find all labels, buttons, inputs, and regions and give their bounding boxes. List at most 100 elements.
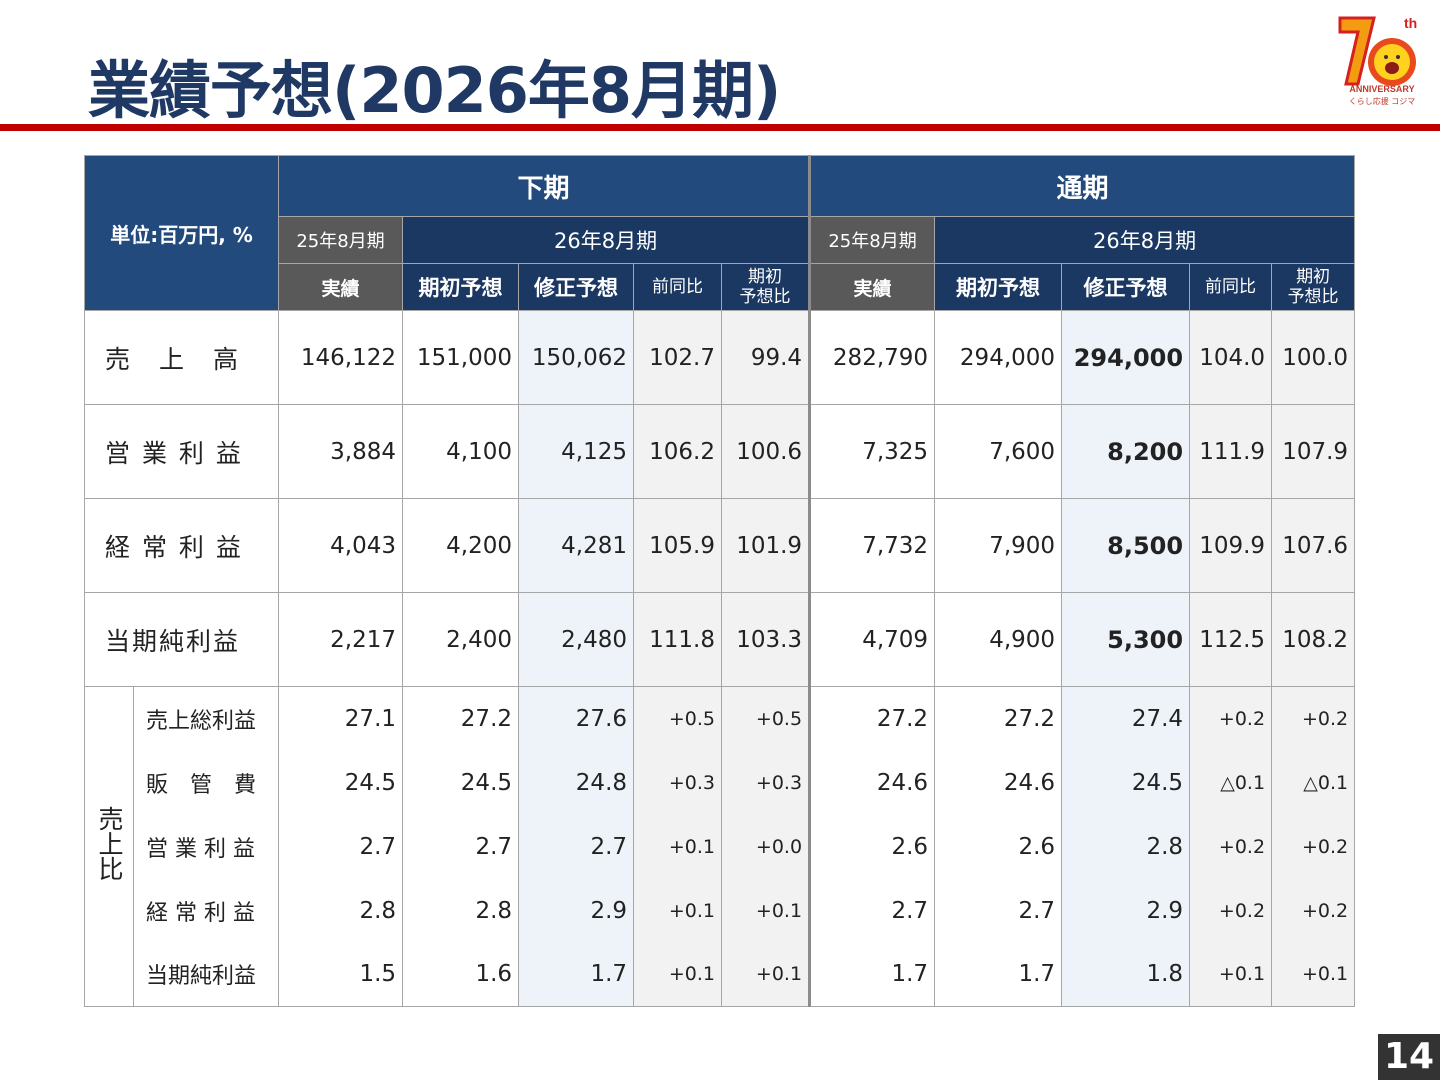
- value-cell: 2.7: [278, 814, 404, 879]
- value-cell: 2,217: [278, 592, 404, 687]
- value-cell: 112.5: [1189, 592, 1273, 687]
- table-row: 営 業 利 益 2.7 2.7 2.7 +0.1 +0.0 2.6 2.6 2.8 +0.2 +0.…: [85, 814, 1356, 879]
- column-header: 期初 予想比: [721, 263, 812, 311]
- value-cell: 5,300: [1061, 592, 1191, 687]
- group-header-h2: 下期: [278, 155, 812, 217]
- value-cell: +0.5: [633, 686, 723, 751]
- value-cell: 2.9: [1061, 878, 1191, 943]
- value-cell: 100.0: [1271, 310, 1356, 405]
- ratio-group-label: 売上比: [95, 806, 124, 881]
- value-cell: 2,480: [518, 592, 635, 687]
- value-cell: 1.7: [809, 942, 936, 1007]
- value-cell: 27.1: [278, 686, 404, 751]
- value-cell: 4,200: [402, 498, 520, 593]
- value-cell: 1.5: [278, 942, 404, 1007]
- prev-year-header: 25年8月期: [278, 216, 404, 264]
- svg-text:th: th: [1404, 15, 1417, 31]
- value-cell: +0.2: [1189, 814, 1273, 879]
- value-cell: +0.2: [1271, 814, 1356, 879]
- value-cell: +0.2: [1271, 878, 1356, 943]
- table-row: 売上比 売上総利益 27.1 27.2 27.6 +0.5 +0.5 27.2 27.2 27.4…: [84, 686, 1356, 1007]
- value-cell: 8,500: [1061, 498, 1191, 593]
- value-cell: 8,200: [1061, 404, 1191, 499]
- table-row: 販 管 費 24.5 24.5 24.8 +0.3 +0.3 24.6 24.6 24.5 △0.…: [85, 750, 1356, 815]
- value-cell: 7,325: [809, 404, 936, 499]
- value-cell: +0.1: [721, 878, 812, 943]
- value-cell: 7,732: [809, 498, 936, 593]
- value-cell: 4,709: [809, 592, 936, 687]
- table-row: 経 常 利 益 4,043 4,200 4,281 105.9 101.9 7,732 7,9…: [83, 498, 1356, 593]
- column-header: 修正予想: [518, 263, 635, 311]
- unit-label: 単位:百万円, %: [83, 155, 280, 311]
- value-cell: 24.5: [278, 750, 404, 815]
- value-cell: +0.3: [721, 750, 812, 815]
- cur-year-header: 26年8月期: [402, 216, 812, 264]
- value-cell: 294,000: [1061, 310, 1191, 405]
- forecast-table: 単位:百万円, % 下期 通期 25年8月期 26年8月期 25年8月期 26年…: [83, 155, 1356, 1007]
- table-row: 当期純利益 2,217 2,400 2,480 111.8 103.3 4,709 4,900…: [83, 592, 1356, 687]
- row-label: 経 常 利 益: [132, 878, 280, 943]
- value-cell: +0.1: [633, 942, 723, 1007]
- value-cell: 104.0: [1189, 310, 1273, 405]
- value-cell: 106.2: [633, 404, 723, 499]
- value-cell: 3,884: [278, 404, 404, 499]
- row-label: 当期純利益: [83, 592, 280, 687]
- page-title: 業績予想(2026年8月期): [88, 54, 781, 127]
- value-cell: +0.2: [1271, 686, 1356, 751]
- value-cell: 4,900: [934, 592, 1063, 687]
- value-cell: 2.7: [809, 878, 936, 943]
- svg-text:ANNIVERSARY: ANNIVERSARY: [1349, 84, 1414, 94]
- value-cell: 1.7: [934, 942, 1063, 1007]
- column-header: 前同比: [1189, 263, 1273, 311]
- value-cell: +0.2: [1189, 878, 1273, 943]
- row-label: 販 管 費: [132, 750, 280, 815]
- column-header: 期初予想: [934, 263, 1063, 311]
- prev-year-header: 25年8月期: [809, 216, 936, 264]
- row-label: 当期純利益: [132, 942, 280, 1007]
- value-cell: +0.0: [721, 814, 812, 879]
- value-cell: 100.6: [721, 404, 812, 499]
- value-cell: 24.5: [1061, 750, 1191, 815]
- value-cell: 27.2: [402, 686, 520, 751]
- value-cell: 2.8: [1061, 814, 1191, 879]
- value-cell: 24.6: [809, 750, 936, 815]
- value-cell: 7,600: [934, 404, 1063, 499]
- value-cell: 111.8: [633, 592, 723, 687]
- value-cell: 2.6: [809, 814, 936, 879]
- value-cell: 150,062: [518, 310, 635, 405]
- row-label: 営 業 利 益: [132, 814, 280, 879]
- value-cell: 105.9: [633, 498, 723, 593]
- column-header: 期初 予想比: [1271, 263, 1356, 311]
- column-header: 修正予想: [1061, 263, 1191, 311]
- value-cell: 294,000: [934, 310, 1063, 405]
- value-cell: 1.7: [518, 942, 635, 1007]
- value-cell: 27.2: [809, 686, 936, 751]
- value-cell: 102.7: [633, 310, 723, 405]
- value-cell: +0.1: [633, 814, 723, 879]
- value-cell: 146,122: [278, 310, 404, 405]
- value-cell: 2.7: [518, 814, 635, 879]
- anniversary-logo: th ANNIVERSARY くらし応援 コジマ: [1338, 15, 1417, 106]
- value-cell: 1.6: [402, 942, 520, 1007]
- table-row: 経 常 利 益 2.8 2.8 2.9 +0.1 +0.1 2.7 2.7 2.9 +0.2 +0.…: [85, 878, 1356, 943]
- value-cell: 4,100: [402, 404, 520, 499]
- value-cell: 27.2: [934, 686, 1063, 751]
- group-header-full-year: 通期: [809, 155, 1356, 217]
- svg-text:くらし応援 コジマ: くらし応援 コジマ: [1349, 96, 1416, 106]
- value-cell: 27.4: [1061, 686, 1191, 751]
- row-label: 経 常 利 益: [83, 498, 280, 593]
- value-cell: +0.1: [721, 942, 812, 1007]
- value-cell: 1.8: [1061, 942, 1191, 1007]
- ratio-group-cell: 売上比: [84, 686, 134, 1007]
- value-cell: +0.1: [1189, 942, 1273, 1007]
- value-cell: 2.6: [934, 814, 1063, 879]
- value-cell: 2,400: [402, 592, 520, 687]
- value-cell: 4,125: [518, 404, 635, 499]
- table-row: 当期純利益 1.5 1.6 1.7 +0.1 +0.1 1.7 1.7 1.8 +0.1 +0.1: [85, 942, 1356, 1007]
- value-cell: 4,281: [518, 498, 635, 593]
- value-cell: +0.2: [1189, 686, 1273, 751]
- value-cell: 101.9: [721, 498, 812, 593]
- value-cell: 27.6: [518, 686, 635, 751]
- value-cell: 24.6: [934, 750, 1063, 815]
- value-cell: 282,790: [809, 310, 936, 405]
